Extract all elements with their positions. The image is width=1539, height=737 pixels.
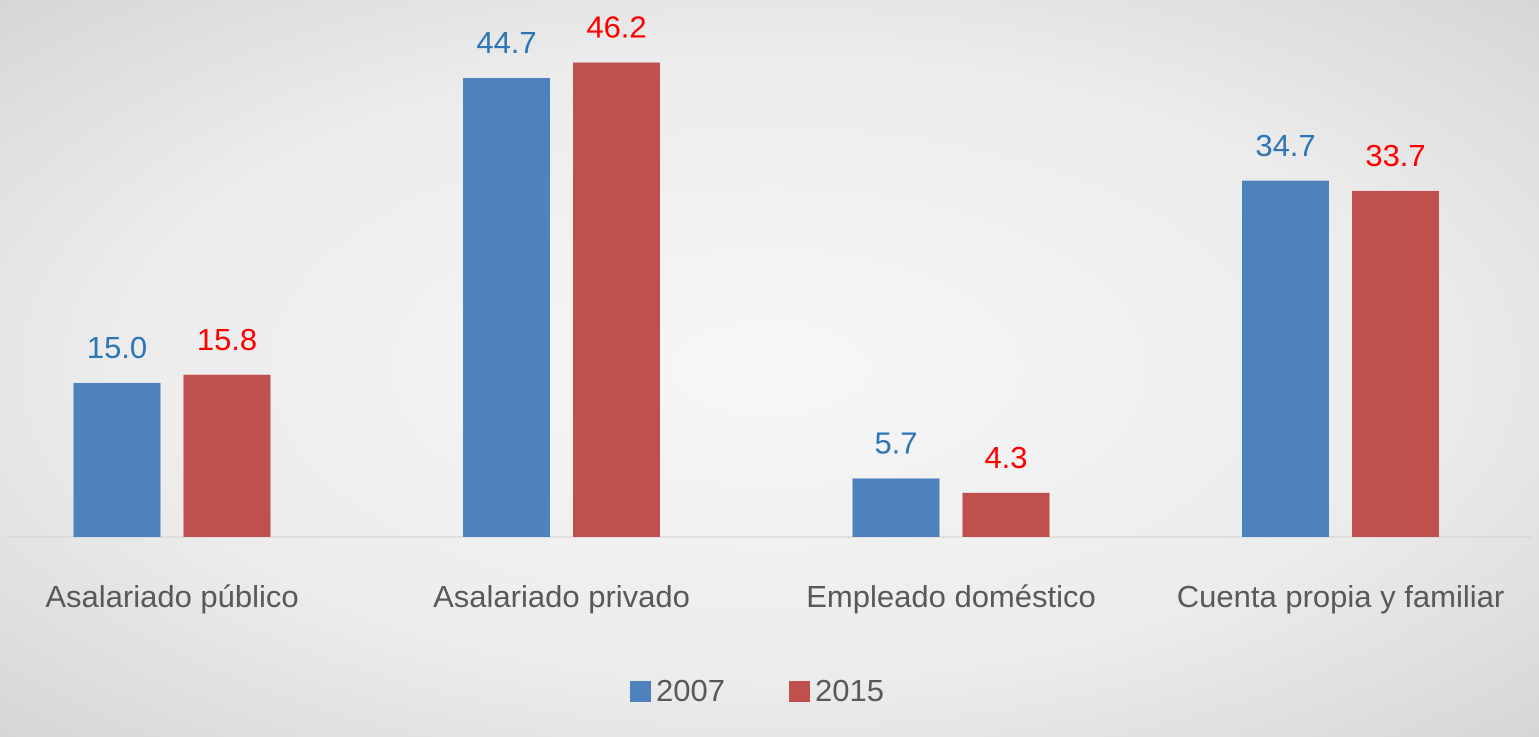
value-label: 4.3: [984, 440, 1027, 475]
value-label: 44.7: [476, 25, 536, 60]
bar: [1352, 190, 1439, 537]
legend-swatch: [630, 681, 651, 702]
value-label: 15.8: [197, 322, 257, 357]
value-label: 46.2: [586, 10, 646, 45]
bar: [962, 492, 1050, 537]
x-tick-label: Cuenta propia y familiar: [1176, 579, 1505, 614]
bar: [463, 77, 550, 537]
x-tick-label: Asalariado privado: [433, 579, 690, 614]
value-label: 5.7: [874, 426, 917, 461]
x-tick-label: Empleado doméstico: [806, 579, 1096, 614]
legend-label: 2007: [656, 673, 725, 708]
bar: [573, 62, 660, 538]
bar: [1242, 180, 1329, 537]
bar: [852, 478, 940, 537]
value-label: 15.0: [87, 330, 147, 365]
x-tick-label: Asalariado público: [45, 579, 299, 614]
value-label: 34.7: [1255, 128, 1315, 163]
legend-swatch: [789, 681, 810, 702]
bar: [183, 374, 271, 537]
value-label: 33.7: [1365, 138, 1425, 173]
bar: [73, 382, 161, 537]
legend-label: 2015: [815, 673, 884, 708]
